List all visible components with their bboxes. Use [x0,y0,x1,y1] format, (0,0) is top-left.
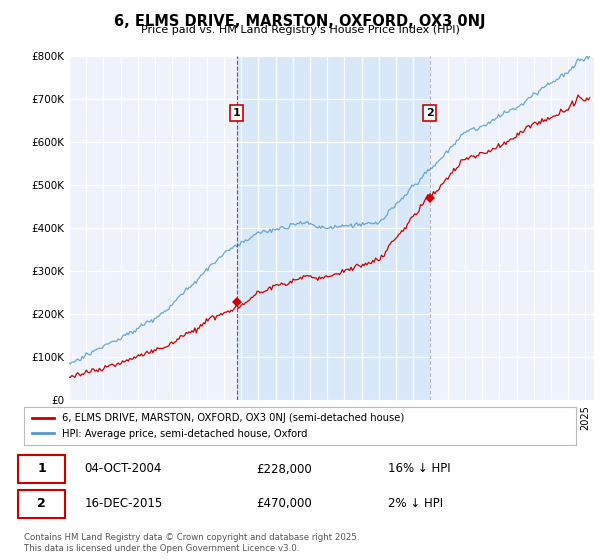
Text: £228,000: £228,000 [256,463,311,475]
Text: 6, ELMS DRIVE, MARSTON, OXFORD, OX3 0NJ: 6, ELMS DRIVE, MARSTON, OXFORD, OX3 0NJ [114,14,486,29]
Text: 2: 2 [37,497,46,510]
Text: 16-DEC-2015: 16-DEC-2015 [85,497,163,510]
Text: 1: 1 [233,108,241,118]
FancyBboxPatch shape [19,489,65,518]
Text: 16% ↓ HPI: 16% ↓ HPI [388,463,451,475]
FancyBboxPatch shape [19,455,65,483]
Text: 2% ↓ HPI: 2% ↓ HPI [388,497,443,510]
Text: £470,000: £470,000 [256,497,311,510]
Bar [237,56,430,400]
Text: 1: 1 [37,463,46,475]
Text: Contains HM Land Registry data © Crown copyright and database right 2025.
This d: Contains HM Land Registry data © Crown c… [24,533,359,553]
Text: Price paid vs. HM Land Registry's House Price Index (HPI): Price paid vs. HM Land Registry's House … [140,25,460,35]
Legend: 6, ELMS DRIVE, MARSTON, OXFORD, OX3 0NJ (semi-detached house), HPI: Average pric: 6, ELMS DRIVE, MARSTON, OXFORD, OX3 0NJ … [28,409,408,443]
Text: 2: 2 [426,108,434,118]
Text: 04-OCT-2004: 04-OCT-2004 [85,463,162,475]
